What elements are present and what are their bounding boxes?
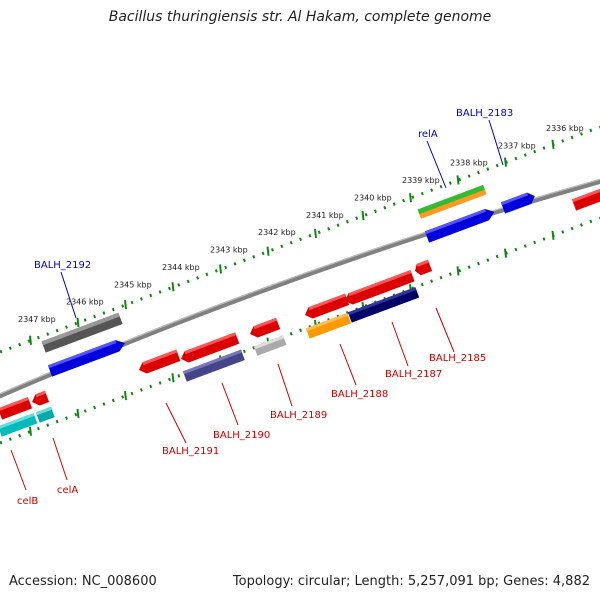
gene-balh-2188-orange[interactable] bbox=[305, 312, 351, 339]
label-balh-2191: BALH_2191 bbox=[162, 446, 219, 457]
axis-tick-labels: 2336 kbp 2337 kbp 2338 kbp 2339 kbp 2340 kbp… bbox=[18, 124, 584, 324]
gene-balh-2190-purple[interactable] bbox=[182, 349, 245, 382]
forward-axis-tick bbox=[551, 139, 555, 149]
accession-text: Accession: NC_008600 bbox=[9, 574, 157, 589]
label-balh-2189: BALH_2189 bbox=[270, 410, 327, 421]
axis-tick-label: 2346 kbp bbox=[66, 298, 104, 307]
gene-red-a[interactable] bbox=[413, 259, 433, 277]
axis-tick-label: 2336 kbp bbox=[546, 124, 584, 133]
gene-balh-2183[interactable] bbox=[500, 190, 537, 214]
reverse-axis-tick bbox=[29, 426, 32, 436]
axis-tick-label: 2340 kbp bbox=[354, 193, 392, 202]
forward-axis-tick bbox=[76, 317, 80, 328]
reverse-axis-tick bbox=[551, 230, 555, 240]
axis-tick-label: 2337 kbp bbox=[498, 141, 536, 150]
forward-axis-tick bbox=[124, 300, 127, 310]
axis-major-ticks bbox=[29, 139, 555, 436]
axis-tick-label: 2345 kbp bbox=[114, 280, 152, 289]
gene-red-b[interactable] bbox=[343, 270, 415, 306]
reverse-axis-tick bbox=[76, 408, 80, 419]
forward-axis-tick bbox=[504, 157, 507, 167]
gene-celb-cyan[interactable] bbox=[0, 413, 38, 437]
label-balh-2188: BALH_2188 bbox=[331, 389, 388, 400]
forward-axis-tick bbox=[409, 193, 412, 203]
forward-axis-tick bbox=[456, 175, 460, 185]
reverse-axis-tick bbox=[456, 266, 460, 276]
axis-tick-label: 2347 kbp bbox=[18, 315, 56, 324]
reverse-axis bbox=[0, 216, 600, 445]
label-balh-2183: BALH_2183 bbox=[456, 108, 513, 119]
gene-red-far-right[interactable] bbox=[571, 188, 600, 211]
gene-balh-2192-blue[interactable] bbox=[47, 337, 127, 377]
forward-label-leaders bbox=[60, 119, 504, 319]
gene-celb-red[interactable] bbox=[0, 397, 33, 420]
gene-cela-cyan[interactable] bbox=[35, 406, 55, 423]
chromosome-backbone bbox=[0, 178, 600, 399]
gene-balh-2192-gray[interactable] bbox=[41, 312, 123, 353]
forward-axis-tick bbox=[314, 228, 317, 238]
forward-axis-tick bbox=[266, 246, 270, 256]
axis-tick-label: 2344 kbp bbox=[162, 263, 200, 272]
label-cela: celA bbox=[57, 485, 78, 496]
gene-balh-2189-red[interactable] bbox=[248, 317, 281, 340]
reverse-axis-tick bbox=[171, 373, 175, 383]
label-balh-2187: BALH_2187 bbox=[385, 369, 442, 380]
reverse-axis-tick bbox=[504, 248, 507, 258]
forward-axis-tick bbox=[171, 282, 175, 292]
forward-genes bbox=[41, 184, 600, 377]
gene-rela-forward[interactable] bbox=[417, 184, 487, 219]
genome-title: Bacillus thuringiensis str. Al Hakam, co… bbox=[108, 9, 492, 25]
reverse-label-leaders bbox=[10, 307, 455, 491]
reverse-axis-tick bbox=[124, 391, 127, 401]
label-celb: celB bbox=[17, 496, 38, 507]
label-balh-2190: BALH_2190 bbox=[213, 430, 270, 441]
forward-gene-labels: BALH_2183 relA BALH_2192 bbox=[34, 108, 513, 271]
axis-tick-label: 2341 kbp bbox=[306, 211, 344, 220]
axis-tick-label: 2343 kbp bbox=[210, 246, 248, 255]
gene-balh-2190-red[interactable] bbox=[179, 332, 240, 364]
axis-tick-label: 2342 kbp bbox=[258, 228, 296, 237]
gene-balh-2187-navy[interactable] bbox=[347, 287, 420, 323]
forward-axis bbox=[0, 125, 600, 354]
label-balh-2192: BALH_2192 bbox=[34, 260, 91, 271]
gene-balh-2189-gray[interactable] bbox=[253, 335, 287, 356]
forward-axis-tick bbox=[29, 335, 32, 345]
axis-tick-label: 2339 kbp bbox=[402, 176, 440, 185]
gene-red-c[interactable] bbox=[303, 293, 350, 321]
gene-rela-blue[interactable] bbox=[424, 206, 497, 243]
forward-axis-tick bbox=[361, 210, 365, 221]
reverse-genes bbox=[0, 259, 433, 437]
reverse-gene-labels: BALH_2185 BALH_2187 BALH_2188 BALH_2189 … bbox=[17, 353, 486, 507]
forward-axis-tick bbox=[219, 264, 222, 274]
label-balh-2185: BALH_2185 bbox=[429, 353, 486, 364]
gene-balh-2191-red[interactable] bbox=[137, 349, 181, 376]
topology-text: Topology: circular; Length: 5,257,091 bp… bbox=[232, 574, 590, 589]
axis-tick-label: 2338 kbp bbox=[450, 159, 488, 168]
gene-cela-red[interactable] bbox=[30, 390, 50, 408]
label-rela: relA bbox=[418, 129, 438, 140]
